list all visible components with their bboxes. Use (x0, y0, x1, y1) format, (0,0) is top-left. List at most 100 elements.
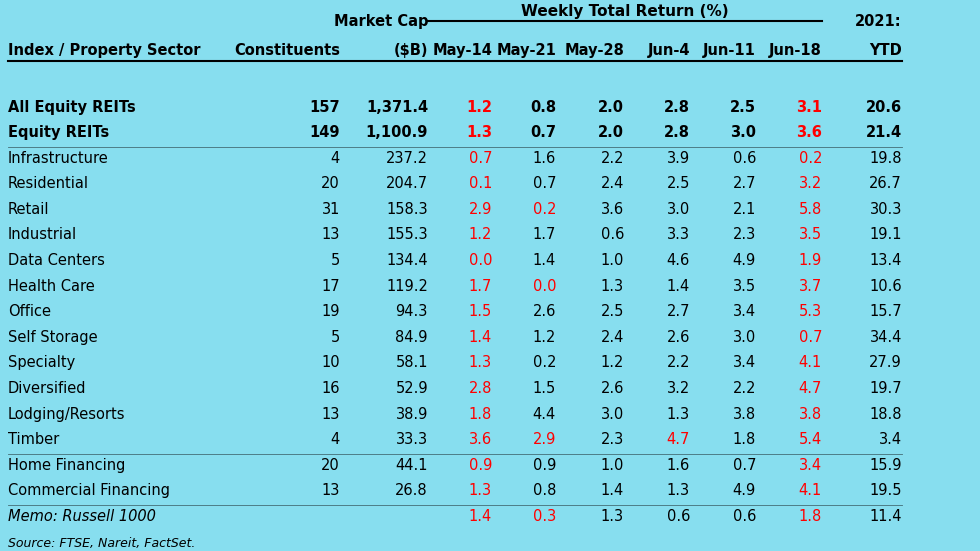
Text: 1.2: 1.2 (532, 330, 556, 345)
Text: 1.4: 1.4 (601, 483, 624, 498)
Text: 17: 17 (321, 279, 340, 294)
Text: 1.8: 1.8 (468, 407, 492, 422)
Text: 1.6: 1.6 (533, 151, 556, 166)
Text: 13: 13 (321, 483, 340, 498)
Text: 3.2: 3.2 (799, 176, 822, 191)
Text: Data Centers: Data Centers (8, 253, 105, 268)
Text: 3.6: 3.6 (468, 432, 492, 447)
Text: 15.7: 15.7 (869, 304, 902, 319)
Text: 19.8: 19.8 (869, 151, 902, 166)
Text: 31: 31 (321, 202, 340, 217)
Text: May-14: May-14 (432, 43, 492, 58)
Text: 4.1: 4.1 (799, 355, 822, 370)
Text: May-28: May-28 (564, 43, 624, 58)
Text: 2.3: 2.3 (733, 228, 756, 242)
Text: Residential: Residential (8, 176, 89, 191)
Text: 134.4: 134.4 (386, 253, 428, 268)
Text: Commercial Financing: Commercial Financing (8, 483, 170, 498)
Text: 13.4: 13.4 (869, 253, 902, 268)
Text: 1.3: 1.3 (601, 509, 624, 524)
Text: 2.6: 2.6 (532, 304, 556, 319)
Text: 0.7: 0.7 (532, 176, 556, 191)
Text: 1.2: 1.2 (601, 355, 624, 370)
Text: 4: 4 (330, 151, 340, 166)
Text: 4: 4 (330, 432, 340, 447)
Text: 33.3: 33.3 (396, 432, 428, 447)
Text: 5.4: 5.4 (799, 432, 822, 447)
Text: 2.3: 2.3 (601, 432, 624, 447)
Text: Source: FTSE, Nareit, FactSet.: Source: FTSE, Nareit, FactSet. (8, 537, 195, 549)
Text: 0.2: 0.2 (532, 202, 556, 217)
Text: 1.2: 1.2 (468, 228, 492, 242)
Text: 1.6: 1.6 (666, 458, 690, 473)
Text: Memo: Russell 1000: Memo: Russell 1000 (8, 509, 156, 524)
Text: Equity REITs: Equity REITs (8, 125, 109, 140)
Text: 2.5: 2.5 (666, 176, 690, 191)
Text: 2.9: 2.9 (532, 432, 556, 447)
Text: 1.2: 1.2 (466, 100, 492, 115)
Text: 155.3: 155.3 (386, 228, 428, 242)
Text: 94.3: 94.3 (396, 304, 428, 319)
Text: Industrial: Industrial (8, 228, 77, 242)
Text: Index / Property Sector: Index / Property Sector (8, 43, 201, 58)
Text: 0.2: 0.2 (532, 355, 556, 370)
Text: 4.1: 4.1 (799, 483, 822, 498)
Text: 0.8: 0.8 (530, 100, 556, 115)
Text: Jun-18: Jun-18 (769, 43, 822, 58)
Text: 3.5: 3.5 (733, 279, 756, 294)
Text: 13: 13 (321, 228, 340, 242)
Text: 0.0: 0.0 (468, 253, 492, 268)
Text: 1.3: 1.3 (601, 279, 624, 294)
Text: Market Cap: Market Cap (333, 14, 428, 29)
Text: 3.4: 3.4 (879, 432, 902, 447)
Text: 2021:: 2021: (856, 14, 902, 29)
Text: 0.1: 0.1 (468, 176, 492, 191)
Text: 5: 5 (330, 253, 340, 268)
Text: 1.9: 1.9 (799, 253, 822, 268)
Text: 44.1: 44.1 (396, 458, 428, 473)
Text: 3.8: 3.8 (799, 407, 822, 422)
Text: 0.8: 0.8 (532, 483, 556, 498)
Text: 19.1: 19.1 (869, 228, 902, 242)
Text: 16: 16 (321, 381, 340, 396)
Text: 2.0: 2.0 (598, 125, 624, 140)
Text: 1.4: 1.4 (666, 279, 690, 294)
Text: Jun-4: Jun-4 (648, 43, 690, 58)
Text: 3.4: 3.4 (733, 304, 756, 319)
Text: Retail: Retail (8, 202, 50, 217)
Text: Home Financing: Home Financing (8, 458, 125, 473)
Text: 1.7: 1.7 (468, 279, 492, 294)
Text: Specialty: Specialty (8, 355, 75, 370)
Text: 3.0: 3.0 (730, 125, 756, 140)
Text: 3.5: 3.5 (799, 228, 822, 242)
Text: 20: 20 (321, 458, 340, 473)
Text: 3.4: 3.4 (799, 458, 822, 473)
Text: 1.8: 1.8 (733, 432, 756, 447)
Text: 3.6: 3.6 (601, 202, 624, 217)
Text: Office: Office (8, 304, 51, 319)
Text: 3.0: 3.0 (666, 202, 690, 217)
Text: 0.7: 0.7 (732, 458, 756, 473)
Text: 158.3: 158.3 (386, 202, 428, 217)
Text: 27.9: 27.9 (869, 355, 902, 370)
Text: 26.7: 26.7 (869, 176, 902, 191)
Text: 3.3: 3.3 (667, 228, 690, 242)
Text: 0.7: 0.7 (468, 151, 492, 166)
Text: 2.5: 2.5 (730, 100, 756, 115)
Text: 2.8: 2.8 (468, 381, 492, 396)
Text: 3.1: 3.1 (796, 100, 822, 115)
Text: 18.8: 18.8 (869, 407, 902, 422)
Text: 119.2: 119.2 (386, 279, 428, 294)
Text: Diversified: Diversified (8, 381, 86, 396)
Text: 4.6: 4.6 (666, 253, 690, 268)
Text: 3.4: 3.4 (733, 355, 756, 370)
Text: 58.1: 58.1 (396, 355, 428, 370)
Text: 38.9: 38.9 (396, 407, 428, 422)
Text: 19.7: 19.7 (869, 381, 902, 396)
Text: May-21: May-21 (496, 43, 556, 58)
Text: 4.4: 4.4 (533, 407, 556, 422)
Text: 2.5: 2.5 (601, 304, 624, 319)
Text: 1.3: 1.3 (468, 355, 492, 370)
Text: 19.5: 19.5 (869, 483, 902, 498)
Text: 21.4: 21.4 (866, 125, 902, 140)
